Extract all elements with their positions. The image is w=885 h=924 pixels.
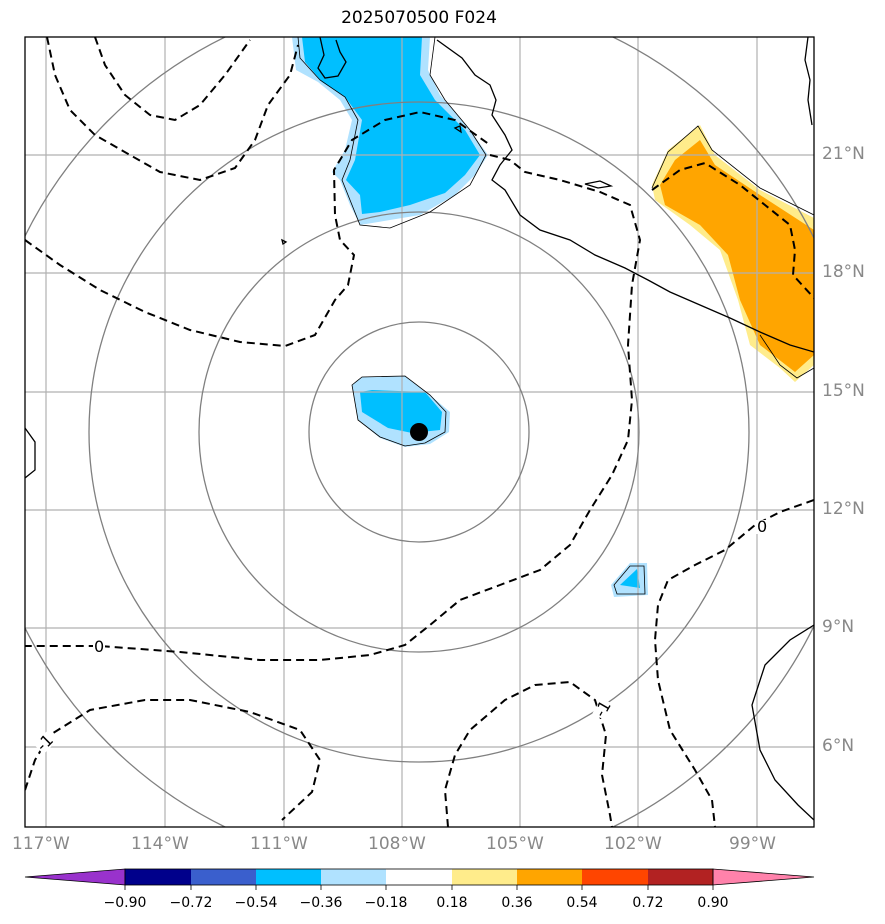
colorbar: [24, 868, 815, 890]
colorbar-tick-label: 0.90: [697, 895, 729, 911]
lon-tick-label: 105°W: [486, 834, 544, 854]
lon-tick-label: 111°W: [250, 834, 308, 854]
colorbar-segment: [517, 869, 582, 885]
colorbar-tick-label: −0.18: [364, 895, 408, 911]
lon-tick-label: 108°W: [368, 834, 426, 854]
range-rings: [25, 37, 814, 827]
lon-tick-label: 102°W: [604, 834, 662, 854]
range-ring: [88, 101, 750, 763]
colorbar-segment: [191, 869, 256, 885]
colorbar-extend-high: [712, 868, 815, 886]
range-ring: [308, 321, 530, 543]
lat-tick-label: 6°N: [822, 736, 855, 756]
coastline: [25, 37, 814, 821]
colorbar-tick-label: −0.36: [299, 895, 343, 911]
shaded-positive-east: [652, 125, 814, 382]
colorbar-tick-label: −0.54: [234, 895, 278, 911]
colorbar-segment: [582, 869, 648, 885]
lon-tick-label: 114°W: [131, 834, 189, 854]
colorbar-tick-label: 0.36: [501, 895, 533, 911]
colorbar-tick-label: −0.90: [103, 895, 147, 911]
lat-tick-label: 15°N: [822, 381, 865, 401]
colorbar-extend-low: [24, 868, 126, 886]
lat-tick-label: 18°N: [822, 262, 865, 282]
shading-outlines: [297, 37, 814, 595]
colorbar-tick-label: 0.18: [436, 895, 468, 911]
colorbar-segment: [125, 869, 191, 885]
dashed-contours: [25, 37, 814, 827]
range-ring: [198, 211, 640, 653]
colorbar-segment: [256, 869, 321, 885]
contour-label-zero-west: 0: [93, 637, 106, 656]
colorbar-tick-label: 0.54: [566, 895, 598, 911]
contour-label-zero-east: 0: [756, 517, 769, 536]
colorbar-segment: [452, 869, 517, 885]
lat-tick-label: 21°N: [822, 144, 865, 164]
colorbar-segment: [386, 869, 452, 885]
colorbar-tick-label: −0.72: [169, 895, 213, 911]
colorbar-segment: [321, 869, 386, 885]
colorbar-tick-label: 0.72: [632, 895, 664, 911]
map-frame: [24, 36, 815, 828]
lat-tick-label: 9°N: [822, 617, 855, 637]
colorbar-segment: [648, 869, 713, 885]
lat-tick-label: 12°N: [822, 499, 865, 519]
lon-tick-label: 99°W: [729, 834, 776, 854]
map-title: 2025070500 F024: [341, 8, 497, 28]
map-area: [25, 37, 814, 827]
lon-tick-label: 117°W: [12, 834, 70, 854]
shaded-negative-south: [611, 563, 648, 597]
shaded-negative-north: [292, 37, 488, 225]
graticule: [25, 37, 814, 827]
shaded-negative-center: [352, 376, 450, 447]
storm-center-marker: [410, 423, 428, 441]
